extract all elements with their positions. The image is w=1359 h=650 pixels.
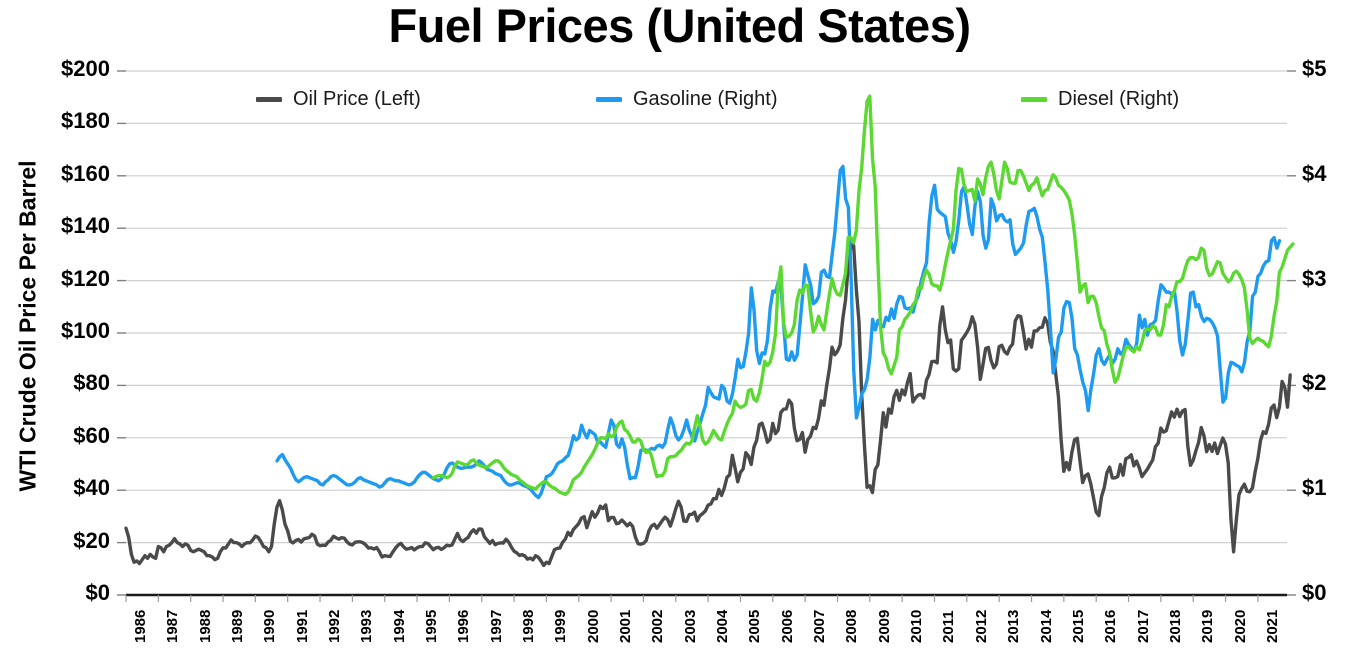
legend-label: Oil Price (Left): [293, 87, 421, 110]
x-tick-label: 2010: [908, 609, 926, 643]
legend-item-diesel[interactable]: Diesel (Right): [1021, 86, 1179, 112]
x-tick-label: 2006: [778, 609, 796, 643]
x-tick-label: 1989: [229, 609, 247, 643]
right-tick-label: $0: [1302, 580, 1327, 605]
x-tick-label: 2019: [1199, 609, 1217, 643]
x-tick-label: 1997: [487, 609, 505, 643]
left-tick-label: $120: [61, 265, 110, 291]
x-tick-label: 1991: [293, 609, 311, 643]
x-tick-label: 2008: [843, 609, 861, 643]
x-tick-label: 2009: [875, 609, 893, 643]
x-tick-label: 2018: [1166, 609, 1184, 643]
legend-label: Gasoline (Right): [633, 87, 778, 110]
x-tick-label: 2013: [1005, 609, 1023, 643]
x-tick-label: 2002: [649, 609, 667, 643]
left-tick-label: $200: [61, 56, 110, 81]
x-tick-label: 2001: [617, 609, 635, 643]
x-tick-label: 1992: [326, 609, 344, 643]
left-tick-label: $20: [73, 527, 110, 553]
chart-legend: Oil Price (Left) Gasoline (Right) Diesel (…: [126, 86, 1287, 112]
x-tick-label: 1993: [358, 609, 376, 643]
x-tick-label: 2003: [681, 609, 699, 643]
x-tick-label: 1987: [164, 609, 182, 643]
x-tick-label: 2020: [1231, 609, 1249, 643]
right-tick-label: $3: [1302, 265, 1327, 291]
left-tick-label: $80: [73, 370, 110, 396]
x-tick-label: 2016: [1102, 609, 1120, 643]
x-tick-label: 2000: [584, 609, 602, 643]
gridlines-group: [126, 70, 1287, 544]
x-tick-label: 2012: [972, 609, 990, 643]
x-tick-label: 2021: [1263, 609, 1281, 643]
right-tick-label: $4: [1302, 160, 1327, 186]
x-tick-label: 1996: [455, 609, 473, 643]
series-paths-group: [124, 94, 1295, 568]
series-line-gasoline: [275, 164, 1282, 500]
x-tick-label: 2011: [940, 610, 958, 643]
left-tick-label: $100: [61, 318, 110, 343]
x-tick-label: 2015: [1069, 609, 1087, 643]
chart-title: Fuel Prices (United States): [388, 0, 972, 52]
x-tick-label: 1988: [196, 609, 214, 643]
x-tick-marks-group: [125, 595, 1259, 602]
right-tick-label: $1: [1302, 475, 1327, 501]
legend-swatch-icon: [256, 96, 282, 102]
legend-label: Diesel (Right): [1058, 87, 1180, 110]
right-tick-marks-group: [1287, 70, 1296, 596]
right-tick-label: $2: [1302, 370, 1327, 396]
x-tick-label: 1999: [552, 609, 570, 643]
left-tick-marks-group: [117, 70, 126, 596]
x-tick-label: 1990: [261, 609, 279, 643]
left-tick-label: $60: [73, 422, 110, 448]
series-line-diesel: [431, 94, 1295, 497]
legend-swatch-icon: [596, 96, 622, 102]
x-tick-label: 2004: [714, 609, 732, 643]
legend-swatch-icon: [1021, 96, 1047, 102]
x-tick-label: 2014: [1037, 609, 1055, 643]
left-tick-label: $0: [85, 580, 110, 605]
left-tick-label: $180: [61, 108, 110, 134]
x-tick-label: 1995: [423, 609, 441, 643]
right-tick-label: $5: [1302, 56, 1327, 81]
x-tick-label: 1986: [132, 609, 149, 643]
x-tick-label: 1998: [520, 609, 538, 643]
legend-item-oil[interactable]: Oil Price (Left): [256, 86, 421, 112]
series-line-oil: [124, 242, 1292, 568]
left-tick-label: $140: [61, 213, 110, 239]
x-tick-label: 1994: [390, 609, 408, 643]
x-tick-label: 2007: [811, 609, 829, 643]
x-tick-label: 2017: [1134, 609, 1152, 643]
left-tick-label: $160: [61, 160, 110, 186]
legend-item-gasoline[interactable]: Gasoline (Right): [596, 86, 778, 112]
left-tick-label: $40: [73, 475, 110, 501]
x-tick-label: 2005: [746, 609, 764, 643]
